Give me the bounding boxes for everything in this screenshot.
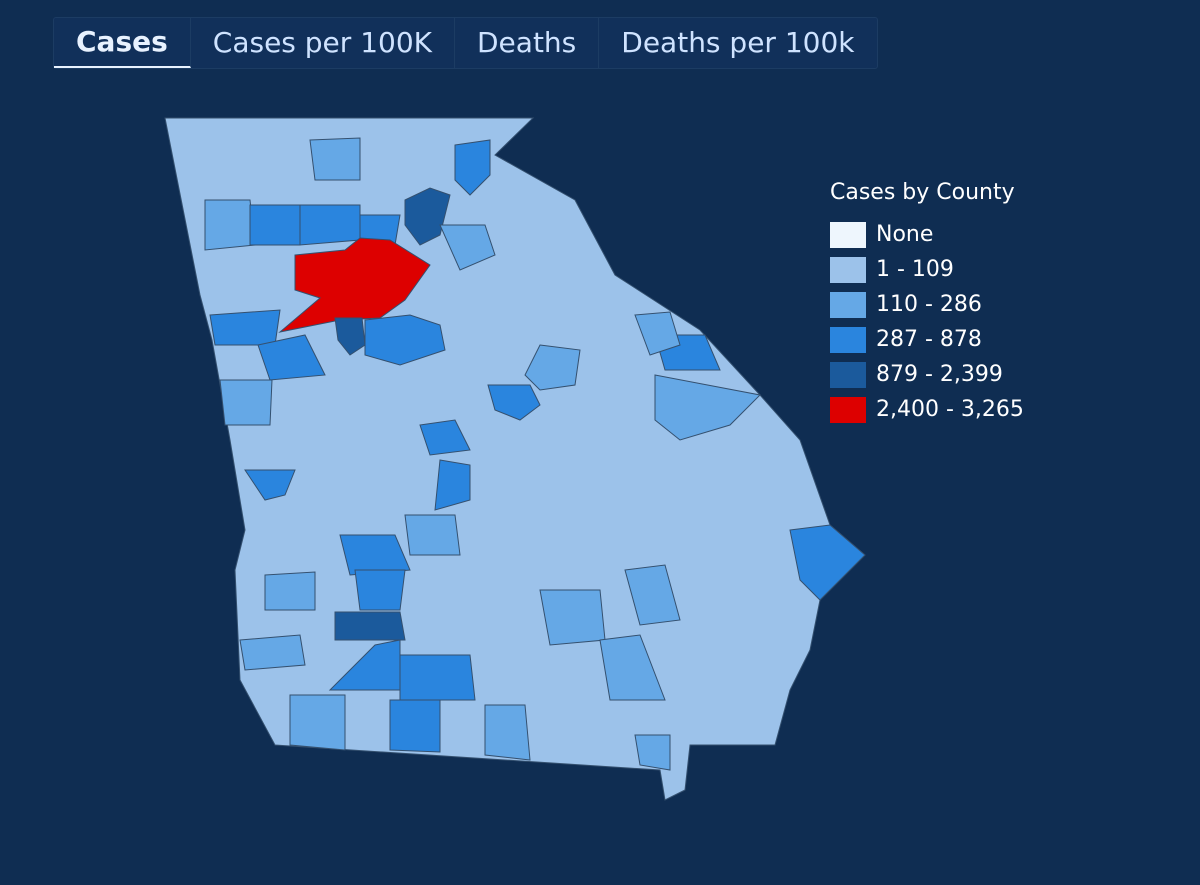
county: [264, 571, 316, 611]
county: [454, 139, 491, 196]
county: [654, 374, 762, 441]
county: [328, 639, 401, 691]
legend-swatch: [830, 327, 866, 353]
county: [204, 199, 256, 251]
legend-swatch: [830, 222, 866, 248]
county: [278, 237, 431, 333]
county: [334, 317, 366, 356]
county: [634, 311, 681, 356]
county: [389, 699, 441, 753]
legend-swatch: [830, 292, 866, 318]
legend-swatch: [830, 397, 866, 423]
county: [239, 634, 306, 671]
county: [404, 514, 461, 556]
tab[interactable]: Cases per 100K: [191, 18, 455, 68]
county: [309, 137, 361, 181]
legend-label: None: [876, 222, 933, 247]
legend-label: 110 - 286: [876, 292, 982, 317]
legend-title: Cases by County: [830, 180, 1015, 205]
county: [289, 694, 346, 751]
county: [634, 734, 671, 771]
county: [244, 469, 296, 501]
tab-bar: Cases Cases per 100K Deaths Deaths per 100k: [53, 17, 878, 69]
tab[interactable]: Deaths: [455, 18, 600, 68]
legend: None 1 - 109 110 - 286 287 - 878 879 - 2,399…: [830, 222, 1024, 423]
county: [439, 224, 496, 271]
county: [599, 634, 666, 701]
county: [484, 704, 531, 761]
legend-label: 1 - 109: [876, 257, 954, 282]
county: [299, 204, 361, 246]
state: [164, 117, 866, 801]
county: [434, 459, 471, 511]
county: [334, 611, 406, 641]
tab[interactable]: Deaths per 100k: [621, 26, 855, 59]
legend-swatch: [830, 362, 866, 388]
county: [404, 187, 451, 246]
county: [219, 379, 273, 426]
county: [257, 334, 326, 381]
county: [487, 384, 541, 421]
county: [419, 419, 471, 456]
legend-swatch: [830, 257, 866, 283]
county: [539, 589, 606, 646]
county: [249, 204, 301, 246]
county: [209, 309, 281, 346]
legend-label: 2,400 - 3,265: [876, 397, 1024, 422]
legend-label: 879 - 2,399: [876, 362, 1003, 387]
legend-label: 287 - 878: [876, 327, 982, 352]
tab[interactable]: Cases: [54, 18, 191, 68]
county: [624, 564, 681, 626]
county: [789, 524, 866, 601]
county: [339, 534, 411, 576]
county: [399, 654, 476, 701]
county: [364, 314, 446, 366]
county: [354, 569, 406, 611]
county: [524, 344, 581, 391]
